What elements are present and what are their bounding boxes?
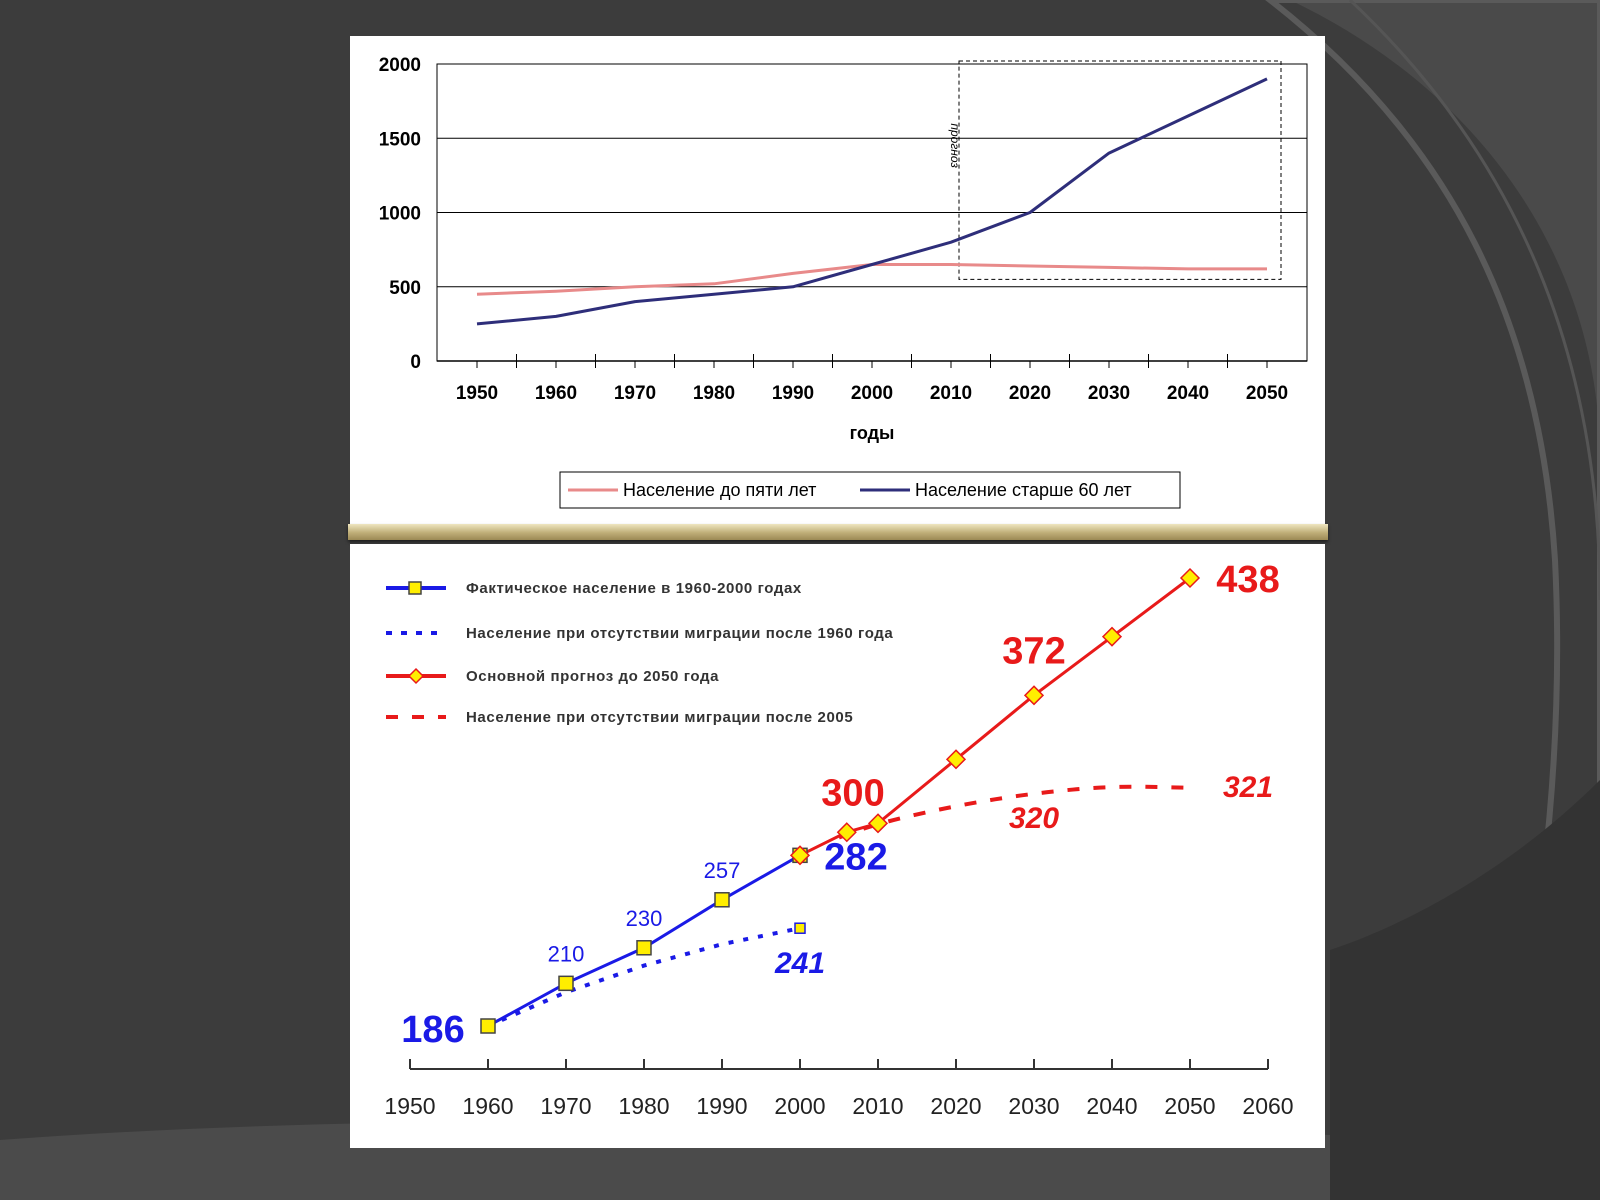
bottom-legend-label-2: Основной прогноз до 2050 года <box>466 668 719 685</box>
bottom-x-tick-label: 2000 <box>774 1093 825 1119</box>
bottom-x-tick-label: 2020 <box>930 1093 981 1119</box>
bottom-x-tick-label: 2050 <box>1164 1093 1215 1119</box>
top-y-tick-label: 1000 <box>379 204 421 225</box>
top-legend-label-1: Население старше 60 лет <box>915 480 1132 500</box>
bottom-data-label: 321 <box>1223 771 1273 804</box>
top-y-tick-label: 2000 <box>379 55 421 76</box>
top-chart-panel: 0 500 1000 1500 2000 1950 1960 1970 1980 1990 2000… <box>350 36 1325 524</box>
bottom-marker-square <box>714 892 730 908</box>
bottom-x-tick-label: 2060 <box>1242 1093 1293 1119</box>
top-x-tick-label: 1980 <box>693 383 735 404</box>
bottom-legend-label-0: Фактическое население в 1960-2000 годах <box>466 580 802 597</box>
bottom-marker-square-small <box>794 922 806 934</box>
bottom-marker-diamond <box>789 845 811 866</box>
bottom-marker-diamond <box>1101 626 1123 647</box>
top-x-tick-label: 2000 <box>851 383 893 404</box>
top-x-tick-label: 2030 <box>1088 383 1130 404</box>
bottom-x-tick-label: 2040 <box>1086 1093 1137 1119</box>
bottom-chart-panel: 1950 1960 1970 1980 1990 2000 2010 2020 2030 2040… <box>350 544 1325 1148</box>
forecast-annotation: прогноз <box>948 123 962 168</box>
bottom-marker-square <box>636 940 652 956</box>
bottom-x-tick-label: 2010 <box>852 1093 903 1119</box>
top-x-tick-label: 1960 <box>535 383 577 404</box>
bottom-data-label: 438 <box>1216 559 1279 601</box>
bottom-data-label: 241 <box>774 947 825 980</box>
bottom-marker-diamond <box>1179 567 1201 589</box>
top-population-chart: 0 500 1000 1500 2000 1950 1960 1970 1980 1990 2000… <box>379 55 1308 509</box>
bottom-data-label: 282 <box>824 836 887 878</box>
bottom-data-label: 186 <box>401 1009 464 1051</box>
top-x-tick-label: 2010 <box>930 383 972 404</box>
top-y-tick-label: 500 <box>389 278 421 299</box>
top-x-tick-label: 1970 <box>614 383 656 404</box>
top-x-tick-label: 2020 <box>1009 383 1051 404</box>
bottom-x-tick-label: 2030 <box>1008 1093 1059 1119</box>
bottom-x-tick-label: 1970 <box>540 1093 591 1119</box>
top-x-tick-label: 1990 <box>772 383 814 404</box>
bottom-x-tick-label: 1990 <box>696 1093 747 1119</box>
bottom-marker-diamond <box>867 813 889 834</box>
top-legend-label-0: Население до пяти лет <box>623 480 816 500</box>
bottom-marker-square <box>558 975 574 992</box>
bottom-data-label: 300 <box>821 772 884 814</box>
bottom-legend-label-3: Население при отсутствии миграции после … <box>466 709 853 726</box>
top-x-tick-label: 2040 <box>1167 383 1209 404</box>
bottom-population-chart: 1950 1960 1970 1980 1990 2000 2010 2020 2030 2040… <box>384 559 1293 1119</box>
bottom-data-label: 210 <box>548 941 585 966</box>
bottom-marker-diamond <box>945 749 967 770</box>
divider-bar <box>348 524 1328 540</box>
bottom-data-label: 230 <box>626 906 663 931</box>
bottom-marker-diamond <box>836 822 857 843</box>
bottom-marker-square <box>480 1018 496 1034</box>
bottom-legend-label-1: Население при отсутствии миграции после … <box>466 625 893 642</box>
bottom-x-tick-label: 1960 <box>462 1093 513 1119</box>
top-series-line-1 <box>476 77 1268 326</box>
bottom-x-tick-label: 1980 <box>618 1093 669 1119</box>
bottom-series-line-1 <box>487 926 801 1028</box>
bottom-legend-marker <box>408 581 422 595</box>
bottom-data-label: 372 <box>1002 630 1065 672</box>
top-y-tick-label: 1500 <box>379 129 421 150</box>
bottom-data-label: 257 <box>704 858 741 883</box>
forecast-box <box>958 60 1282 280</box>
top-x-tick-label: 1950 <box>456 383 498 404</box>
bottom-legend-marker <box>407 667 425 685</box>
top-x-tick-label: 2050 <box>1246 383 1288 404</box>
bottom-data-label: 320 <box>1009 802 1059 835</box>
bottom-series-line-3 <box>838 784 1191 840</box>
top-y-tick-label: 0 <box>410 352 421 373</box>
bottom-x-tick-label: 1950 <box>384 1093 435 1119</box>
top-x-axis-title: годы <box>850 423 895 443</box>
bottom-marker-diamond <box>1023 685 1045 706</box>
